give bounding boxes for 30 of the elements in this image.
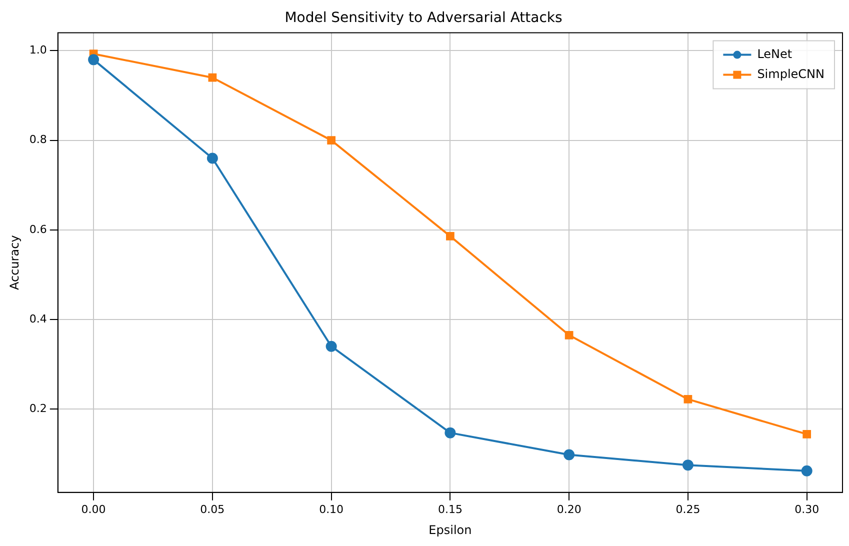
- point: [446, 232, 454, 240]
- x-tick-label: 0.20: [556, 502, 582, 516]
- x-tick-label: 0.10: [319, 502, 344, 516]
- point: [684, 395, 692, 404]
- point: [564, 449, 575, 460]
- x-tick-label: 0.05: [200, 502, 225, 516]
- point: [801, 465, 812, 476]
- point: [208, 73, 217, 82]
- point: [326, 340, 337, 352]
- x-tick-label: 0.25: [676, 502, 700, 516]
- x-tick-label: 0.00: [81, 502, 106, 516]
- legend-label: SimpleCNN: [757, 66, 825, 81]
- x-tick-label: 0.15: [438, 502, 462, 516]
- y-axis-title: Accuracy: [7, 235, 22, 290]
- y-tick-label: 0.4: [29, 312, 47, 326]
- legend-label: LeNet: [757, 46, 792, 61]
- y-tick-label: 0.6: [29, 222, 47, 236]
- x-tick-label: 0.30: [794, 502, 820, 516]
- y-tick-label: 0.8: [29, 133, 47, 146]
- y-tick-label: 0.2: [29, 402, 47, 415]
- point: [802, 430, 812, 438]
- chart-title: Model Sensitivity to Adversarial Attacks: [284, 10, 562, 26]
- x-axis-title: Epsilon: [428, 522, 472, 537]
- point: [206, 152, 218, 164]
- point: [327, 136, 336, 144]
- point: [88, 54, 100, 66]
- point: [682, 460, 694, 471]
- point: [564, 330, 574, 340]
- y-tick-label: 1.0: [29, 44, 47, 57]
- point: [444, 427, 456, 438]
